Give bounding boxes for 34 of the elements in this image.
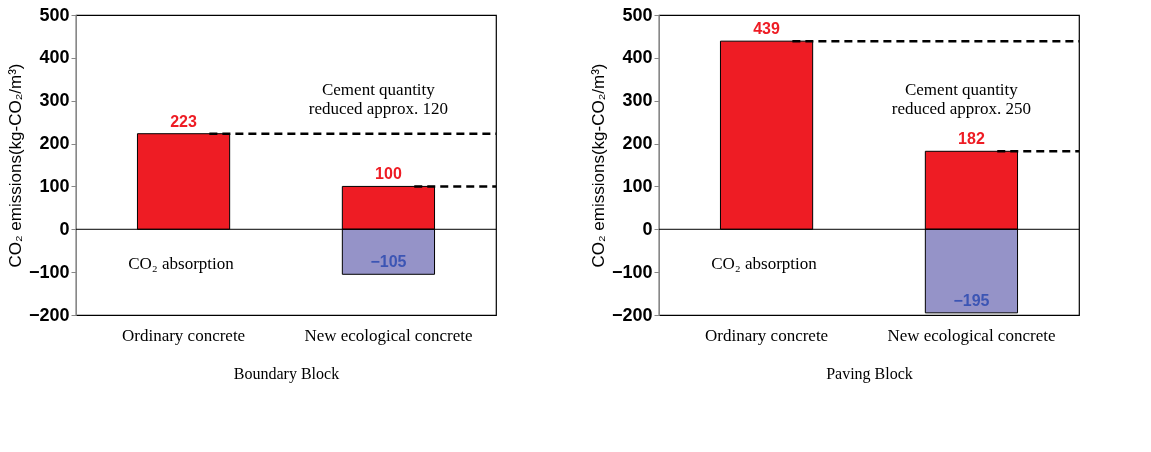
data-label: −105 <box>370 253 407 271</box>
y-tick-label: 0 <box>642 218 653 239</box>
y-axis-title: CO₂ emissions(kg-CO₂/m³) <box>5 63 25 268</box>
annotation: CO₂ absorption <box>128 254 235 273</box>
annotation: Cement quantity reduced approx. 120 <box>308 80 449 118</box>
x-tick-label: New ecological concrete <box>887 325 1056 345</box>
y-tick-label: 300 <box>39 90 70 111</box>
x-axis-title: Paving Block <box>826 364 913 383</box>
y-tick-label: −200 <box>611 304 653 325</box>
data-label: 182 <box>958 130 985 148</box>
x-tick-label: New ecological concrete <box>304 325 473 345</box>
y-tick-label: −200 <box>28 304 70 325</box>
y-tick-label: 500 <box>622 4 653 25</box>
y-tick-label: 0 <box>59 218 70 239</box>
data-label: 439 <box>753 20 781 38</box>
y-tick-label: 300 <box>622 90 653 111</box>
y-tick-label: −100 <box>28 261 70 282</box>
x-tick-label: Ordinary concrete <box>704 325 829 345</box>
data-label: −195 <box>953 291 990 309</box>
y-tick-label: 400 <box>622 47 653 68</box>
x-tick-label: Ordinary concrete <box>121 325 246 345</box>
y-tick-label: 400 <box>39 47 70 68</box>
data-label: 100 <box>375 165 402 183</box>
y-tick-label: 500 <box>39 4 70 25</box>
x-axis-title: Boundary Block <box>233 364 340 383</box>
y-tick-label: 100 <box>39 175 70 196</box>
y-tick-label: 200 <box>39 133 70 154</box>
annotation: Cement quantity reduced approx. 250 <box>891 80 1032 118</box>
data-label: 223 <box>170 112 198 130</box>
y-tick-label: 200 <box>622 133 653 154</box>
y-tick-label: 100 <box>622 175 653 196</box>
y-tick-label: −100 <box>611 261 653 282</box>
y-axis-title: CO₂ emissions(kg-CO₂/m³) <box>588 63 608 268</box>
annotation: CO₂ absorption <box>711 254 818 273</box>
